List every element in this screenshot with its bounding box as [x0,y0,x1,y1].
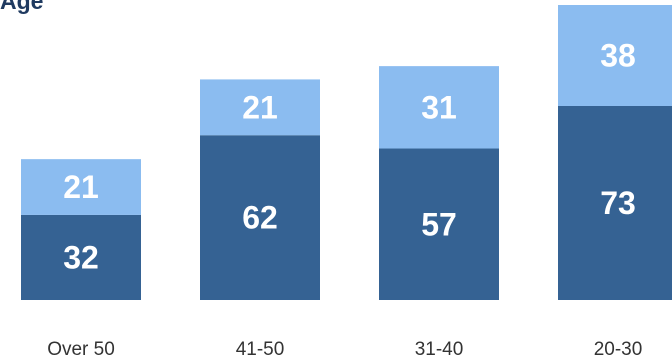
category-labels-group: Over 50 41-50 31-40 20-30 [47,339,642,360]
category-label-1: 41-50 [236,339,285,360]
data-label-lower-0: 32 [63,239,99,275]
bar-segment-lower-1 [200,135,320,300]
chart-title: Age [0,0,44,14]
bar-segment-lower-3 [558,105,672,300]
bars-group [21,5,672,300]
data-label-upper-3: 38 [600,37,636,73]
category-label-2: 31-40 [415,339,464,360]
data-label-lower-3: 73 [600,185,636,221]
bar-segment-upper-3 [558,5,672,106]
bar-segment-upper-0 [21,159,141,215]
value-labels-group: 32 21 62 21 57 31 73 38 [63,37,636,275]
bar-segment-lower-0 [21,214,141,300]
data-label-lower-1: 62 [242,200,278,236]
bar-segment-upper-1 [200,79,320,136]
bar-segment-lower-2 [379,148,499,300]
data-label-upper-1: 21 [242,89,278,125]
data-label-lower-2: 57 [421,206,457,242]
category-label-3: 20-30 [594,339,643,360]
bar-segment-upper-2 [379,66,499,149]
data-label-upper-0: 21 [63,169,99,205]
category-label-0: Over 50 [47,339,115,360]
data-label-upper-2: 31 [421,89,457,125]
